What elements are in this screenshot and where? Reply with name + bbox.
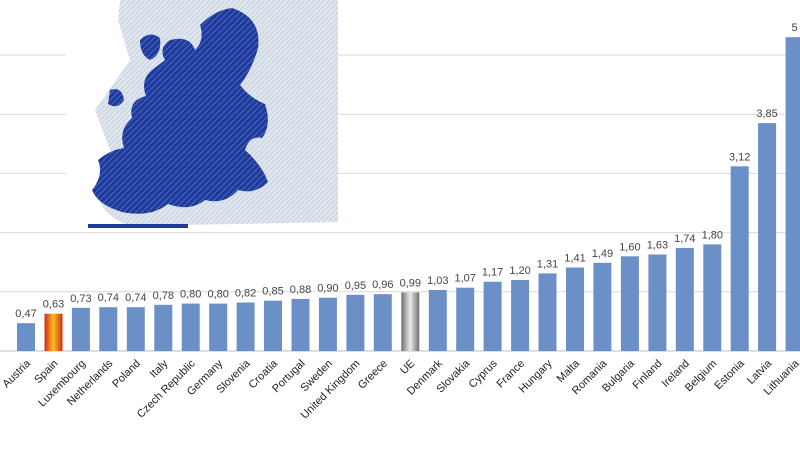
value-label: 1,07 bbox=[454, 273, 475, 285]
bar-cyprus bbox=[483, 281, 502, 351]
value-label: 1,17 bbox=[482, 267, 503, 279]
value-label: 0,82 bbox=[235, 288, 256, 300]
value-labels: 0,47 0,63 0,73 0,74 0,74 0,78 0,80 0,80 0,82 0,85… bbox=[15, 22, 797, 320]
bar-estonia bbox=[730, 166, 749, 351]
value-label: 0,85 bbox=[262, 286, 283, 298]
bar-luxembourg bbox=[71, 307, 90, 351]
value-label: 0,80 bbox=[180, 289, 201, 301]
bar-slovakia bbox=[456, 287, 475, 351]
value-label: 5 bbox=[792, 22, 798, 34]
category-label: Greece bbox=[356, 358, 390, 392]
bar-poland bbox=[126, 307, 145, 351]
bars bbox=[17, 37, 800, 351]
bar-denmark bbox=[428, 290, 447, 351]
bar-czech-republic bbox=[181, 303, 200, 351]
bar-slovenia bbox=[236, 302, 255, 351]
value-label: 0,96 bbox=[372, 279, 393, 291]
bar-france bbox=[511, 280, 530, 351]
value-label: 1,20 bbox=[509, 265, 530, 277]
value-label: 1,63 bbox=[647, 240, 668, 252]
value-label: 0,95 bbox=[345, 280, 366, 292]
eu-map-image bbox=[66, 0, 338, 230]
value-label: 1,49 bbox=[592, 248, 613, 260]
bar-united-kingdom bbox=[346, 294, 365, 351]
value-label: 1,74 bbox=[674, 233, 695, 245]
bar-netherlands bbox=[99, 307, 118, 351]
value-label: 0,78 bbox=[153, 290, 174, 302]
category-label: Austria bbox=[0, 357, 33, 390]
value-label: 3,12 bbox=[729, 151, 750, 163]
value-label: 1,31 bbox=[537, 258, 558, 270]
bar-romania bbox=[593, 262, 612, 351]
value-label: 0,88 bbox=[290, 284, 311, 296]
bar-germany bbox=[209, 303, 228, 351]
bar-spain bbox=[44, 313, 63, 351]
value-label: 0,74 bbox=[125, 292, 146, 304]
category-label: UE bbox=[398, 358, 417, 377]
value-label: 0,80 bbox=[207, 289, 228, 301]
bar-ireland bbox=[675, 248, 694, 351]
bar-finland bbox=[648, 254, 667, 351]
bar-sweden bbox=[318, 297, 337, 351]
bar-croatia bbox=[264, 300, 282, 351]
value-label: 0,99 bbox=[400, 277, 421, 289]
value-label: 0,63 bbox=[43, 299, 64, 311]
value-label: 1,03 bbox=[427, 275, 448, 287]
bar-latvia bbox=[758, 123, 777, 351]
category-label: Finland bbox=[631, 358, 665, 392]
value-label: 0,47 bbox=[15, 308, 36, 320]
value-label: 0,73 bbox=[70, 293, 91, 305]
bar-austria bbox=[17, 323, 35, 351]
value-label: 0,90 bbox=[317, 283, 338, 295]
value-label: 1,41 bbox=[564, 253, 585, 265]
bar-greece bbox=[373, 294, 392, 351]
bar-malta bbox=[566, 267, 584, 351]
category-label: Cyprus bbox=[467, 357, 500, 390]
bar-hungary bbox=[538, 273, 557, 351]
bar-portugal bbox=[291, 298, 310, 351]
category-label: Italy bbox=[148, 357, 171, 380]
bar-bulgaria bbox=[620, 256, 639, 351]
bar-italy bbox=[154, 304, 173, 351]
europe-landmass bbox=[92, 8, 268, 214]
bar-belgium bbox=[703, 244, 722, 351]
value-label: 3,85 bbox=[756, 108, 777, 120]
value-label: 1,60 bbox=[619, 241, 640, 253]
value-label: 1,80 bbox=[702, 229, 723, 241]
category-label: Poland bbox=[110, 358, 143, 391]
bar-lithuania bbox=[785, 37, 800, 351]
value-label: 0,74 bbox=[98, 292, 119, 304]
category-label: Estonia bbox=[712, 357, 747, 392]
bar-ue bbox=[401, 292, 420, 351]
